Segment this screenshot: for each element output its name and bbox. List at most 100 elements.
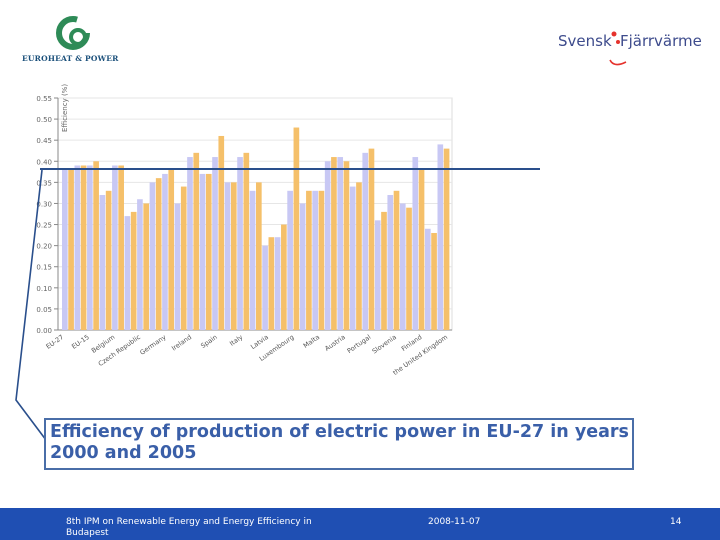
x-tick-label: Latvia xyxy=(249,333,270,351)
y-tick-label: 0.00 xyxy=(36,327,52,335)
x-tick-label: EU-27 xyxy=(45,333,66,351)
bar-2000 xyxy=(412,157,419,330)
x-tick-label: Portugal xyxy=(346,333,373,355)
bar-2005 xyxy=(431,232,437,330)
bar-2005 xyxy=(243,152,250,330)
y-tick-label: 0.15 xyxy=(36,264,52,272)
fjarrvarme-logo-word: Fjärrvärme xyxy=(620,32,702,50)
bar-2005 xyxy=(343,161,350,330)
bar-2005 xyxy=(256,182,262,330)
bar-2005 xyxy=(268,237,275,330)
x-tick-label: Italy xyxy=(228,333,244,348)
bar-2000 xyxy=(99,195,106,330)
callout-text: Efficiency of production of electric pow… xyxy=(50,422,629,463)
bar-2005 xyxy=(118,165,124,330)
x-tick-label: Austria xyxy=(323,333,346,353)
bar-2000 xyxy=(237,157,243,330)
x-tick-label: Spain xyxy=(199,333,218,350)
bar-2000 xyxy=(174,203,181,330)
bar-2005 xyxy=(331,157,337,330)
y-tick-label: 0.55 xyxy=(36,95,52,103)
bar-2000 xyxy=(187,157,193,330)
footer-bar: 8th IPM on Renewable Energy and Energy E… xyxy=(0,508,720,540)
bar-2000 xyxy=(287,190,293,330)
bar-2005 xyxy=(218,135,225,330)
bar-2000 xyxy=(362,152,369,330)
bar-2005 xyxy=(368,148,375,330)
bar-2005 xyxy=(293,127,300,330)
y-tick-label: 0.05 xyxy=(36,306,52,314)
bar-2005 xyxy=(381,211,387,330)
bar-2005 xyxy=(168,169,175,330)
bar-2000 xyxy=(337,157,344,330)
bar-2000 xyxy=(149,182,156,330)
y-tick-label: 0.20 xyxy=(36,243,52,251)
bar-2000 xyxy=(137,199,143,330)
bar-2000 xyxy=(399,203,406,330)
bar-2000 xyxy=(374,220,381,330)
svensk-logo-word: Svensk xyxy=(558,32,612,50)
bar-2005 xyxy=(281,224,287,330)
bar-2000 xyxy=(199,173,206,330)
bar-2005 xyxy=(230,182,237,330)
bar-2000 xyxy=(249,190,256,330)
bar-2000 xyxy=(312,190,318,330)
bar-2005 xyxy=(318,190,325,330)
bar-2000 xyxy=(424,228,431,330)
bar-2005 xyxy=(155,178,162,330)
bar-2000 xyxy=(274,237,281,330)
bar-2005 xyxy=(68,169,74,330)
bar-2000 xyxy=(349,186,356,330)
bar-2000 xyxy=(262,245,268,330)
bar-2000 xyxy=(112,165,118,330)
bar-2005 xyxy=(93,161,99,330)
y-axis-label: Efficiency (%) xyxy=(61,84,69,132)
bar-2000 xyxy=(224,182,231,330)
footer-conference: 8th IPM on Renewable Energy and Energy E… xyxy=(66,517,312,538)
euroheat-logo-text: EUROHEAT & POWER xyxy=(22,54,119,63)
bar-2000 xyxy=(74,165,81,330)
x-tick-label: Slovenia xyxy=(371,333,398,355)
euroheat-logo: EUROHEAT & POWER xyxy=(22,16,132,66)
bar-2000 xyxy=(62,169,68,330)
bar-2005 xyxy=(105,190,112,330)
y-tick-label: 0.25 xyxy=(36,222,52,230)
bar-2005 xyxy=(130,211,137,330)
y-tick-label: 0.40 xyxy=(36,158,52,166)
bar-2000 xyxy=(299,203,306,330)
bar-2005 xyxy=(306,190,312,330)
y-tick-label: 0.45 xyxy=(36,137,52,145)
bar-2005 xyxy=(180,186,187,330)
footer-date: 2008-11-07 xyxy=(428,517,481,527)
bar-2005 xyxy=(80,165,87,330)
bar-2000 xyxy=(324,161,331,330)
y-tick-label: 0.30 xyxy=(36,200,52,208)
y-tick-label: 0.50 xyxy=(36,116,52,124)
bar-2000 xyxy=(162,173,168,330)
y-tick-label: 0.35 xyxy=(36,179,52,187)
bar-2005 xyxy=(143,203,150,330)
x-tick-label: Germany xyxy=(138,333,167,357)
bar-2005 xyxy=(393,190,400,330)
bar-2005 xyxy=(356,182,362,330)
bar-2000 xyxy=(87,165,93,330)
svensk-fjarrvarme-logo-icon xyxy=(609,31,627,66)
euroheat-logo-icon xyxy=(56,16,90,50)
y-tick-label: 0.10 xyxy=(36,285,52,293)
bar-2005 xyxy=(418,169,425,330)
x-tick-label: Malta xyxy=(302,333,321,350)
bar-2005 xyxy=(193,152,200,330)
bar-2000 xyxy=(387,195,394,330)
svensk-fjarrvarme-logo: Svensk Fjärrvärme xyxy=(552,30,712,70)
footer-page-number: 14 xyxy=(670,517,682,527)
bar-2000 xyxy=(212,157,218,330)
x-tick-label: EU-15 xyxy=(70,333,91,351)
efficiency-bar-chart: 0.00 0.05 0.10 0.15 0.20 0.25 0.30 0.35 0.40 0.45… xyxy=(36,84,453,377)
bar-2000 xyxy=(124,216,131,330)
x-tick-label: Ireland xyxy=(170,333,193,352)
bar-2005 xyxy=(406,207,412,330)
bar-2000 xyxy=(437,144,444,330)
bar-2005 xyxy=(443,148,450,330)
bar-2005 xyxy=(205,173,212,330)
callout-box: Efficiency of production of electric pow… xyxy=(44,418,634,470)
